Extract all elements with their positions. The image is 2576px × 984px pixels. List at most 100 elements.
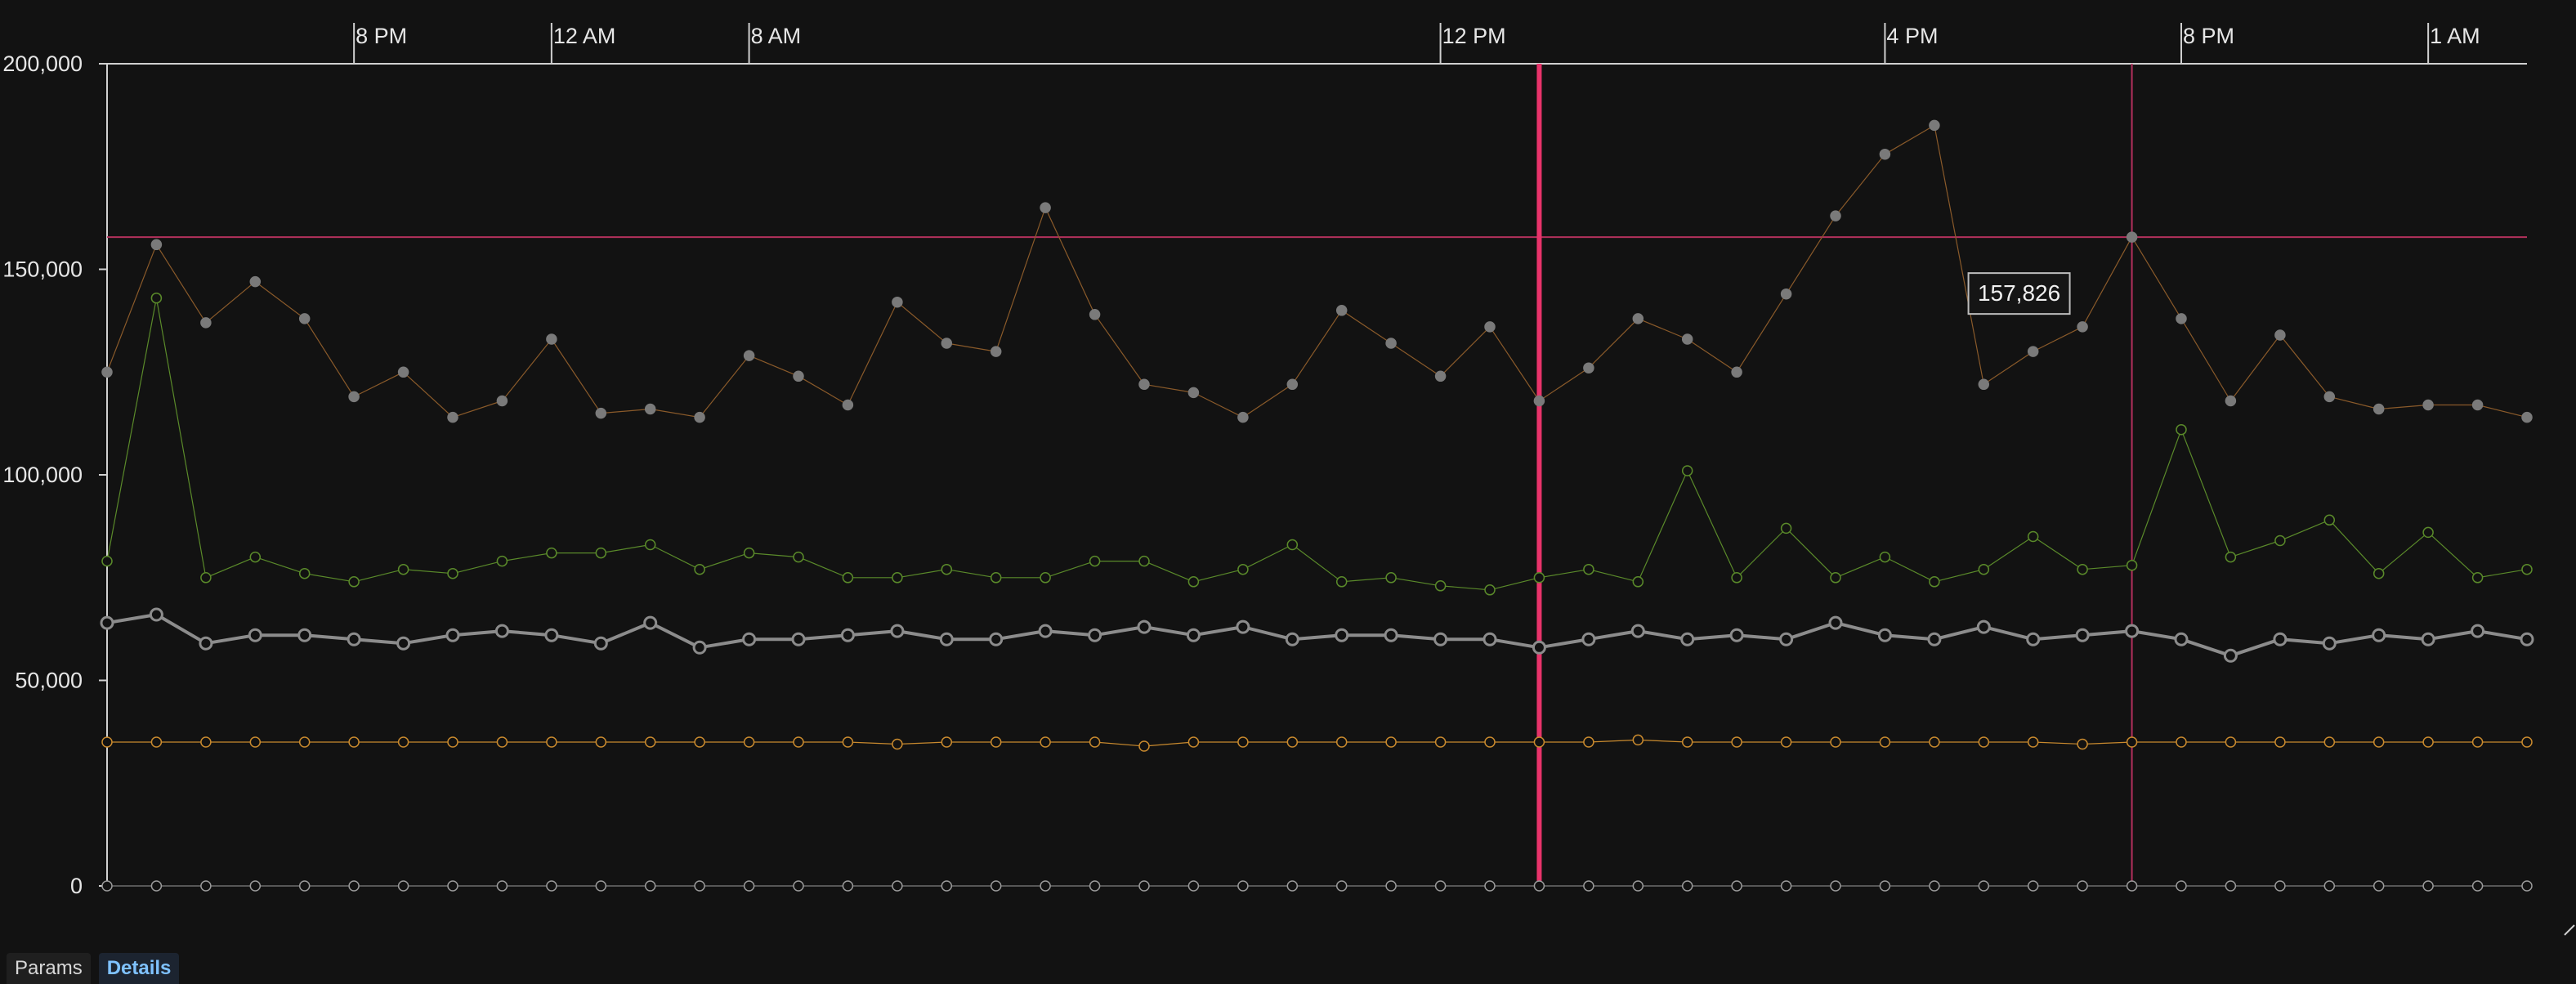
data-point-orange [1830,736,1841,748]
data-point-zero [743,880,755,892]
x-tick-label: 4 PM [1886,24,1938,48]
data-point-green [1335,576,1348,588]
data-point-top [1286,378,1299,391]
data-point-zero [2077,880,2088,892]
data-point-orange [1040,736,1051,748]
data-point-green [1434,580,1447,592]
data-point-green [2422,526,2434,539]
time-series-chart[interactable]: 200,000 150,000 100,000 50,000 0 8 PM 12 AM 8 A… [0,0,2576,948]
data-point-top [1929,119,1940,132]
data-point-grey [1088,628,1102,642]
data-point-green [2521,563,2533,575]
overlay-lines [107,64,2527,886]
data-point-grey [2471,624,2485,638]
y-tick-label: 200,000 [2,51,83,76]
data-point-zero [496,880,508,892]
data-point-grey [890,624,905,638]
data-point-green [546,547,557,559]
data-point-orange [2373,736,2385,748]
data-point-green [1681,465,1693,476]
data-point-top [2373,403,2385,415]
data-point-orange [1484,736,1496,748]
data-point-zero [200,880,212,892]
data-point-orange [1434,736,1447,748]
data-point-grey [1779,632,1794,646]
data-point-zero [1434,880,1447,892]
data-point-grey [1828,615,1843,630]
tab-details[interactable]: Details [98,953,180,984]
data-point-top [1780,288,1792,300]
data-point-orange [1385,736,1397,748]
data-point-top [892,296,903,308]
data-point-orange [743,736,755,748]
data-point-zero [2225,880,2237,892]
data-point-orange [150,736,163,748]
data-point-orange [101,736,113,748]
data-point-top [1335,305,1348,316]
data-point-grey [1581,632,1596,646]
data-point-top [990,346,1002,357]
y-tick-label: 100,000 [2,463,83,487]
data-point-top [941,338,953,349]
data-point-orange [1089,736,1101,748]
data-point-orange [348,736,360,748]
data-point-grey [939,632,954,646]
data-point-green [1237,563,1249,575]
series-line-orange [107,739,2527,747]
data-point-green [1830,572,1841,584]
data-point-zero [1187,880,1200,892]
data-point-grey [1335,628,1349,642]
data-point-zero [101,880,113,892]
data-point-top [397,366,409,378]
resize-handle-icon[interactable] [2563,924,2576,937]
data-point-zero [2027,880,2039,892]
data-point-green [1583,563,1594,575]
axes: 200,000 150,000 100,000 50,000 0 8 PM 12 AM 8 A… [2,23,2527,898]
data-point-orange [2027,736,2039,748]
tooltip-value: 157,826 [1978,280,2060,306]
data-point-orange [644,736,656,748]
data-point-top [1533,395,1545,407]
data-point-zero [1335,880,1348,892]
data-point-top [1879,148,1891,160]
data-point-grey [643,615,658,630]
data-point-green [892,572,903,584]
x-tick-label: 8 AM [751,24,802,48]
data-point-orange [1583,736,1594,748]
series-orange [101,734,2533,752]
data-point-green [1089,555,1101,567]
data-point-zero [2471,880,2484,892]
data-point-zero [2323,880,2336,892]
data-point-grey [1927,632,1942,646]
data-point-orange [1632,734,1644,746]
tab-params[interactable]: Params [7,953,91,984]
data-point-zero [2126,880,2138,892]
data-point-grey [100,615,114,630]
data-point-green [1484,584,1496,596]
data-point-orange [2422,736,2434,748]
data-point-top [1731,366,1742,378]
data-point-orange [200,736,212,748]
data-point-orange [1780,736,1792,748]
data-point-top [1830,210,1841,221]
data-point-grey [2075,628,2090,642]
y-tick-label: 150,000 [2,257,83,282]
data-point-zero [941,880,953,892]
data-point-green [1879,551,1891,563]
data-point-zero [644,880,656,892]
data-point-top [793,370,804,382]
data-point-orange [1187,736,1200,748]
data-point-zero [397,880,409,892]
data-point-green [101,555,113,567]
data-point-orange [546,736,557,748]
data-point-orange [1929,736,1940,748]
data-point-zero [1089,880,1101,892]
data-point-green [1929,576,1940,588]
data-point-orange [941,736,953,748]
data-point-top [2422,399,2434,411]
data-point-grey [494,624,509,638]
x-tick-label: 1 AM [2430,24,2480,48]
data-point-zero [249,880,262,892]
data-point-top [249,275,262,288]
data-point-orange [2274,736,2286,748]
